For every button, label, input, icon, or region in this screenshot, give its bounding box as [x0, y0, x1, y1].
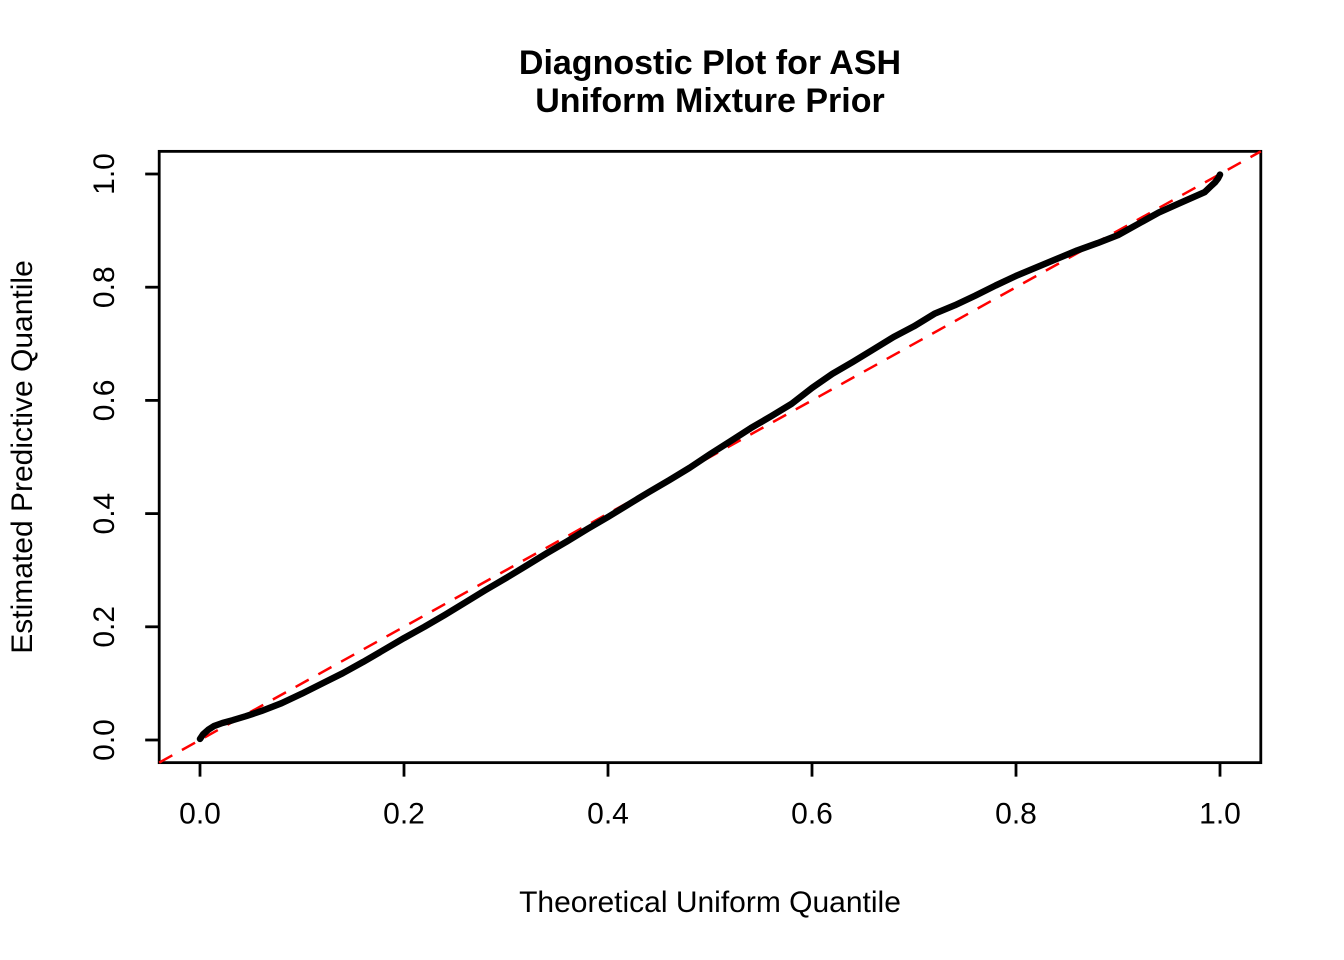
x-tick-label: 1.0	[1199, 798, 1241, 831]
y-axis-ticks: 0.0 0.2 0.4 0.6 0.8 1.0	[88, 153, 160, 761]
y-tick-label: 0.2	[88, 606, 121, 648]
x-tick-label: 0.6	[791, 798, 833, 831]
x-axis-label: Theoretical Uniform Quantile	[519, 886, 901, 919]
x-tick-label: 0.0	[179, 798, 221, 831]
chart-title-line-1: Diagnostic Plot for ASH	[519, 44, 901, 82]
x-axis-ticks: 0.0 0.2 0.4 0.6 0.8 1.0	[179, 762, 1241, 831]
y-tick-label: 1.0	[88, 153, 121, 195]
y-tick-label: 0.4	[88, 493, 121, 535]
qq-curve	[196, 171, 1224, 743]
chart-title-line-2: Uniform Mixture Prior	[535, 82, 884, 120]
y-tick-label: 0.6	[88, 380, 121, 422]
x-tick-label: 0.2	[383, 798, 425, 831]
x-tick-label: 0.8	[995, 798, 1037, 831]
x-tick-label: 0.4	[587, 798, 629, 831]
y-tick-label: 0.8	[88, 266, 121, 308]
y-tick-label: 0.0	[88, 719, 121, 761]
plot-box	[157, 149, 1263, 765]
y-axis-label: Estimated Predictive Quantile	[6, 260, 39, 654]
